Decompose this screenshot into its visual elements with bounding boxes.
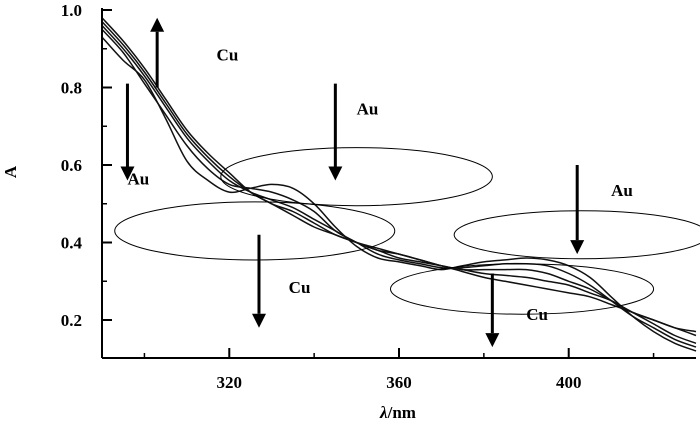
- x-tick-label-360: 360: [386, 373, 412, 392]
- spectra-curves: [101, 17, 697, 352]
- arrow-down-2: [120, 83, 135, 181]
- spectrum-line-3: [101, 24, 697, 345]
- spectrum-line-2: [101, 28, 697, 348]
- annotation-au-2: Au: [127, 169, 149, 188]
- spectrum-line-4: [101, 21, 697, 337]
- annotation-cu-1: Cu: [217, 45, 239, 64]
- x-axis-title-unit: /nm: [387, 403, 416, 422]
- annotation-au-3: Au: [357, 100, 379, 119]
- arrow-up-1: [150, 17, 165, 88]
- ticks: 0.2 0.4 0.6 0.8 1.0 320 360 400: [61, 1, 655, 392]
- trend-arrows: [120, 17, 585, 348]
- x-axis-title-symbol: λ: [379, 403, 388, 422]
- annotation-au-5: Au: [611, 181, 633, 200]
- x-tick-label-400: 400: [556, 373, 582, 392]
- arrow-down-5: [570, 165, 585, 255]
- arrow-down-6: [485, 273, 500, 348]
- highlight-ellipses: [114, 147, 700, 315]
- arrow-down-4: [251, 234, 266, 328]
- highlight-ellipse-2: [114, 201, 396, 261]
- highlight-ellipse-1: [220, 147, 493, 207]
- axes: [101, 8, 696, 359]
- x-axis-title: λ/nm: [379, 403, 416, 422]
- y-tick-label-0.8: 0.8: [61, 79, 82, 98]
- annotations: Cu Au Au Cu Au Cu: [127, 45, 632, 324]
- y-tick-label-0.6: 0.6: [61, 156, 82, 175]
- x-tick-label-320: 320: [217, 373, 243, 392]
- y-tick-label-0.2: 0.2: [61, 311, 82, 330]
- spectrum-line-5: [101, 17, 697, 333]
- highlight-ellipse-3: [453, 210, 700, 260]
- y-tick-label-0.4: 0.4: [61, 234, 83, 253]
- arrow-down-3: [328, 83, 343, 181]
- y-tick-label-1: 1.0: [61, 1, 82, 20]
- y-axis-title: A: [1, 165, 20, 178]
- annotation-cu-6: Cu: [526, 305, 548, 324]
- annotation-cu-4: Cu: [289, 278, 311, 297]
- highlight-ellipse-4: [390, 263, 655, 315]
- spectrum-line-1: [101, 36, 697, 352]
